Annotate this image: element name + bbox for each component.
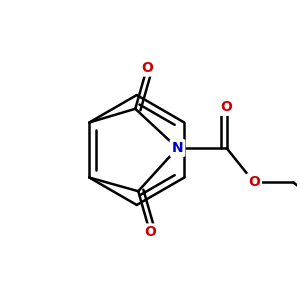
Text: O: O	[220, 100, 232, 114]
Text: N: N	[172, 141, 183, 155]
Text: O: O	[141, 61, 153, 75]
Text: O: O	[144, 225, 156, 239]
Text: O: O	[248, 176, 260, 189]
